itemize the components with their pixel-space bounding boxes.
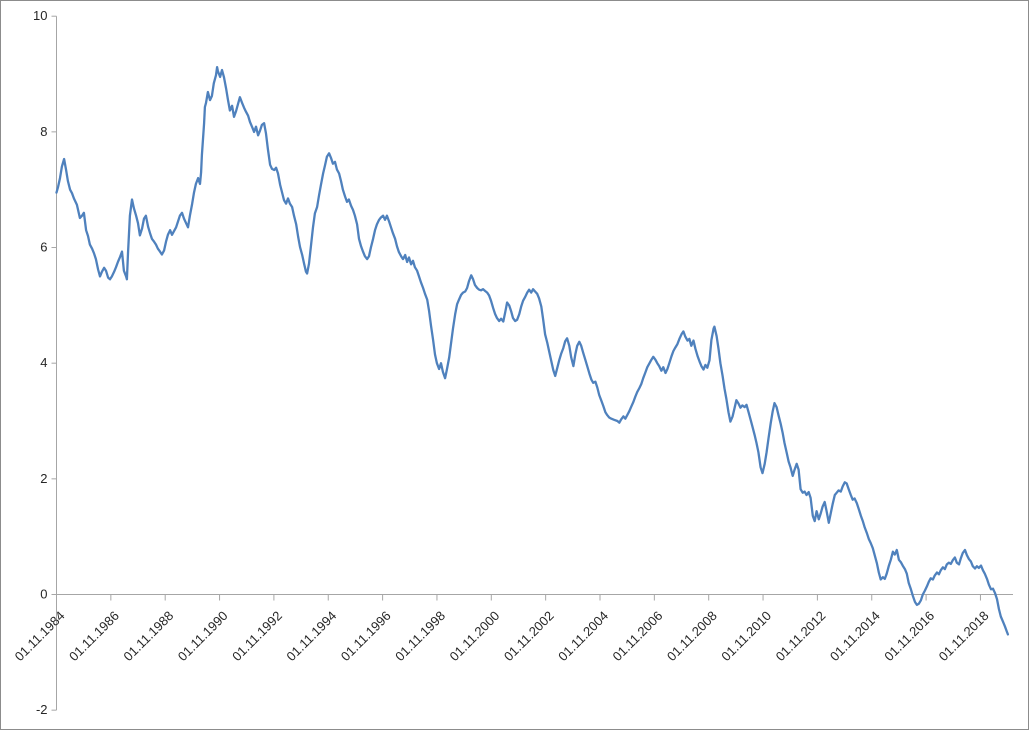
x-tick-label: 01.11.1994 — [283, 608, 339, 664]
x-tick-label: 01.11.1998 — [392, 608, 448, 664]
x-axis: 01.11.198401.11.198601.11.198801.11.1990… — [12, 594, 1013, 664]
x-tick-label: 01.11.2004 — [555, 608, 611, 664]
x-tick-label: 01.11.2018 — [936, 608, 992, 664]
x-tick-label: 01.11.1996 — [338, 608, 394, 664]
x-tick-label: 01.11.1986 — [66, 608, 122, 664]
x-tick-label: 01.11.2006 — [610, 608, 666, 664]
x-tick-label: 01.11.2002 — [501, 608, 557, 664]
y-tick-label: 4 — [40, 355, 47, 370]
y-tick-label: 6 — [40, 240, 47, 255]
y-tick-label: 10 — [33, 8, 47, 23]
x-tick-label: 01.11.2012 — [773, 608, 829, 664]
y-tick-label: -2 — [36, 702, 48, 717]
y-tick-label: 8 — [40, 124, 47, 139]
y-tick-label: 0 — [40, 587, 47, 602]
x-tick-label: 01.11.2000 — [446, 608, 502, 664]
series-line — [55, 65, 1010, 636]
x-tick-label: 01.11.2016 — [881, 608, 937, 664]
x-tick-label: 01.11.2014 — [827, 608, 883, 664]
x-tick-label: 01.11.1984 — [12, 608, 68, 664]
series-group — [55, 65, 1010, 636]
x-tick-label: 01.11.1990 — [175, 608, 231, 664]
x-tick-label: 01.11.2010 — [718, 608, 774, 664]
x-tick-label: 01.11.2008 — [664, 608, 720, 664]
y-tick-label: 2 — [40, 471, 47, 486]
x-tick-label: 01.11.1992 — [229, 608, 285, 664]
x-tick-label: 01.11.1988 — [120, 608, 176, 664]
